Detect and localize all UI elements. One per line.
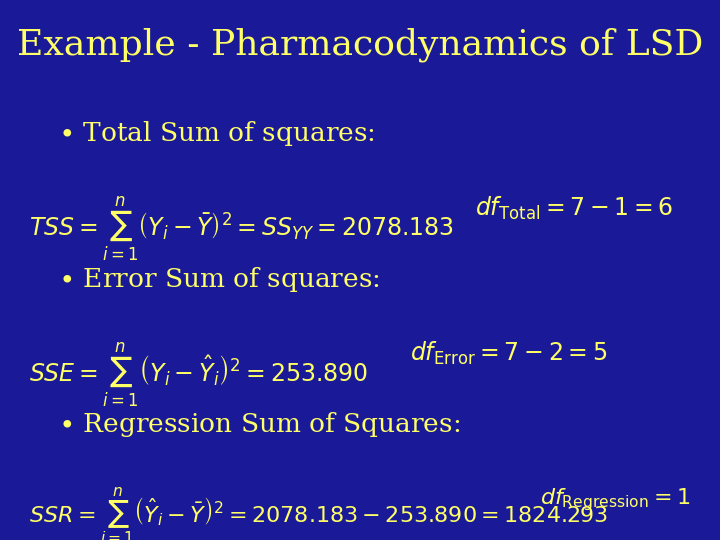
- Text: Example - Pharmacodynamics of LSD: Example - Pharmacodynamics of LSD: [17, 27, 703, 62]
- Text: $\bullet$ Error Sum of squares:: $\bullet$ Error Sum of squares:: [58, 265, 379, 294]
- Text: $\bullet$ Regression Sum of Squares:: $\bullet$ Regression Sum of Squares:: [58, 410, 460, 440]
- Text: $\bullet$ Total Sum of squares:: $\bullet$ Total Sum of squares:: [58, 119, 374, 148]
- Text: $df_{\mathrm{Total}} = 7 - 1 = 6$: $df_{\mathrm{Total}} = 7 - 1 = 6$: [475, 194, 673, 221]
- Text: $TSS = \sum_{i=1}^{n}\left(Y_i - \bar{Y}\right)^2 = SS_{YY} = 2078.183$: $TSS = \sum_{i=1}^{n}\left(Y_i - \bar{Y}…: [29, 194, 454, 263]
- Text: $SSR = \sum_{i=1}^{n}\left(\hat{Y}_i - \bar{Y}\right)^2 = 2078.183 - 253.890 = 1: $SSR = \sum_{i=1}^{n}\left(\hat{Y}_i - \…: [29, 486, 608, 540]
- Text: $df_{\mathrm{Regression}} = 1$: $df_{\mathrm{Regression}} = 1$: [540, 486, 690, 513]
- Text: $SSE = \sum_{i=1}^{n}\left(Y_i - \hat{Y}_i\right)^2 = 253.890$: $SSE = \sum_{i=1}^{n}\left(Y_i - \hat{Y}…: [29, 340, 367, 409]
- Text: $df_{\mathrm{Error}} = 7 - 2 = 5$: $df_{\mathrm{Error}} = 7 - 2 = 5$: [410, 340, 608, 367]
